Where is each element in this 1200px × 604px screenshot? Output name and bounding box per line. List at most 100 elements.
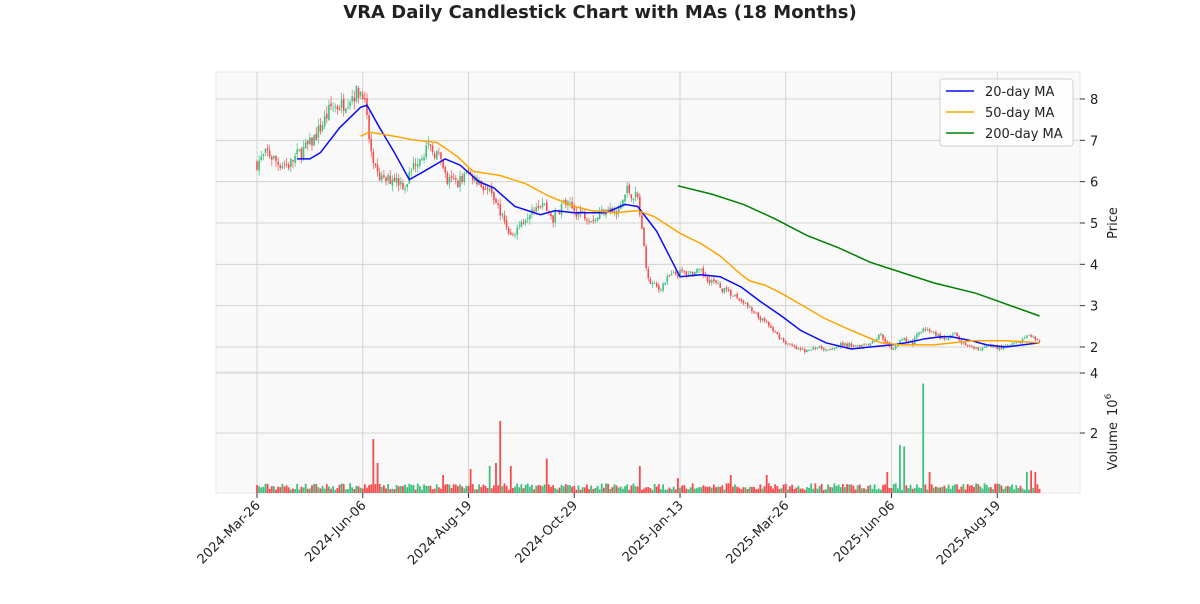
volume-bar (647, 487, 650, 493)
candle-body (1026, 335, 1028, 338)
candle-body (1032, 336, 1035, 338)
candle-body (808, 349, 810, 351)
candle-body (378, 172, 381, 181)
volume-bar (797, 485, 800, 493)
volume-bar (901, 489, 903, 493)
volume-bar (1023, 489, 1026, 493)
candle-body (294, 155, 296, 163)
volume-bar (279, 487, 282, 493)
volume-bar (691, 483, 694, 493)
candle-body (429, 144, 432, 147)
volume-bar (262, 486, 265, 493)
volume-bar (1000, 485, 1003, 493)
candle-body (490, 186, 493, 194)
volume-bar (325, 484, 328, 493)
volume-bar (1028, 489, 1030, 493)
candle-body (537, 205, 540, 208)
candle-body (803, 349, 806, 353)
price-tick-label: 6 (1090, 176, 1098, 191)
candle-body (313, 134, 315, 146)
candle-body (558, 210, 561, 214)
candle-body (831, 348, 834, 350)
volume-bar (571, 486, 574, 493)
candle-body (852, 345, 855, 347)
volume-bar (569, 485, 571, 493)
candle-body (385, 177, 387, 182)
candle-body (924, 328, 927, 330)
volume-bar (786, 489, 789, 493)
candle-body (465, 172, 468, 174)
candle-body (471, 175, 474, 181)
candle-body (484, 188, 487, 190)
candle-body (501, 213, 504, 216)
volume-bar (334, 489, 337, 493)
candle-body (421, 158, 423, 160)
volume-bar (696, 488, 698, 493)
volume-bar (926, 489, 929, 493)
candle-body (789, 343, 791, 345)
volume-bar (634, 486, 637, 493)
candle-body (905, 337, 908, 343)
volume-bar (579, 489, 582, 493)
candle-body (920, 332, 922, 333)
candle-body (349, 101, 351, 107)
candle-body (450, 176, 453, 178)
candle-body (408, 172, 411, 184)
volume-bar (607, 483, 609, 493)
candle-body (820, 346, 823, 349)
volume-bar (558, 487, 561, 493)
candle-body (854, 345, 857, 347)
volume-bar (357, 486, 360, 493)
candle-body (952, 334, 954, 336)
volume-bar (998, 483, 1001, 493)
candle-body (1034, 336, 1037, 340)
volume-bar (945, 488, 948, 493)
volume-bar (524, 484, 527, 493)
candle-body (497, 203, 499, 205)
x-tick-label: 2024-Aug-19 (405, 498, 475, 568)
candle-body (861, 344, 863, 348)
candle-body (461, 175, 463, 183)
volume-bar (947, 484, 950, 493)
volume-bar (442, 475, 445, 493)
candle-body (772, 327, 774, 332)
volume-bar (437, 487, 440, 493)
candle-body (784, 341, 787, 345)
volume-bar (810, 483, 813, 493)
volume-bar (865, 489, 868, 493)
candle-body (412, 162, 415, 170)
volume-bar (338, 484, 341, 493)
volume-bar (770, 486, 772, 493)
volume-bar (877, 488, 880, 493)
volume-bar (577, 485, 580, 493)
candle-body (1007, 345, 1009, 347)
candle-body (1028, 334, 1030, 336)
candle-body (258, 160, 260, 171)
volume-bar (738, 487, 741, 493)
candle-body (628, 184, 631, 193)
volume-bar (981, 488, 984, 493)
candle-body (262, 154, 265, 156)
candle-body (787, 343, 789, 345)
volume-bar (374, 484, 377, 493)
candle-body (594, 219, 597, 221)
candle-body (814, 347, 817, 349)
candle-body (520, 221, 523, 228)
volume-bar (803, 489, 806, 493)
volume-bar (300, 486, 303, 493)
volume-bar (848, 484, 851, 493)
ma-line-20day (297, 104, 1040, 350)
candle-body (658, 285, 660, 290)
volume-bar (708, 486, 711, 493)
volume-bar (992, 489, 994, 493)
candle-body (964, 342, 967, 346)
volume-bar (528, 486, 531, 493)
volume-bar (302, 487, 305, 493)
candle-body (748, 306, 751, 308)
volume-bar (328, 486, 330, 493)
candle-body (793, 345, 796, 347)
candle-body (672, 272, 675, 274)
volume-bar (495, 463, 497, 493)
candle-body (797, 348, 800, 350)
